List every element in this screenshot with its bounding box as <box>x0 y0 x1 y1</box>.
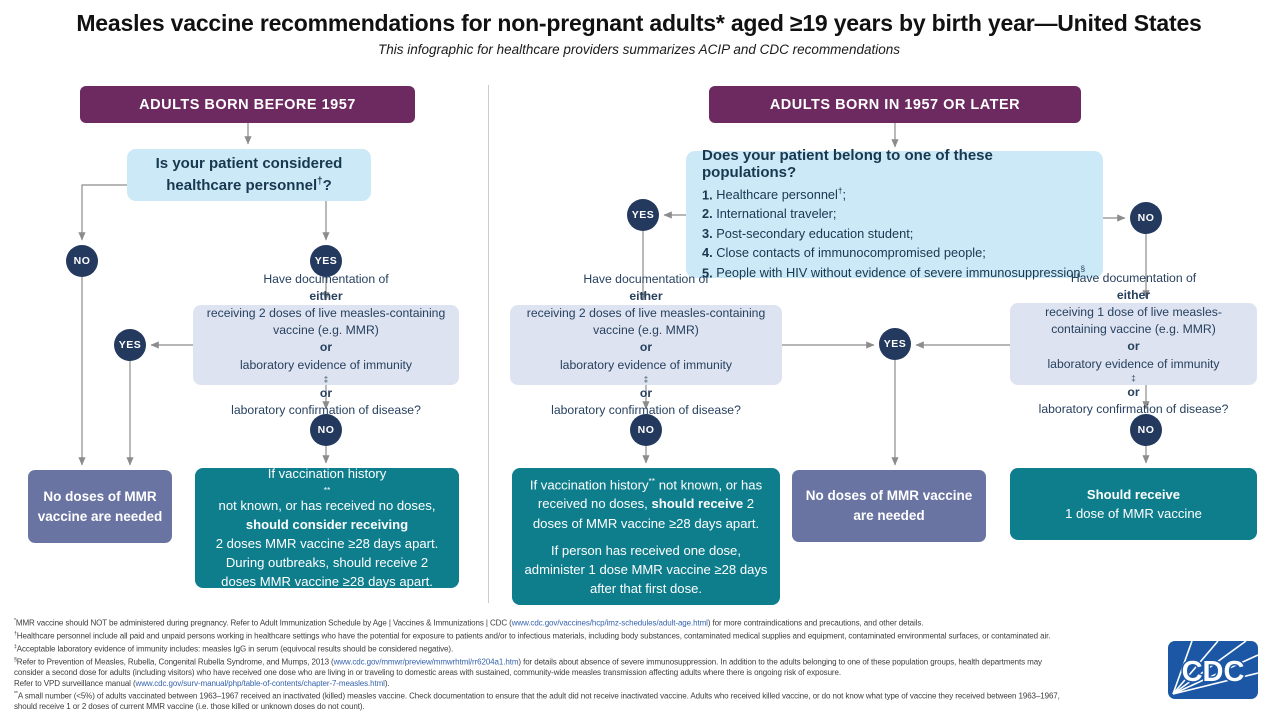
outcome-paragraph: If vaccination history** not known, or h… <box>529 476 763 531</box>
footnote-line: Refer to VPD surveillance manual (www.cd… <box>14 678 390 688</box>
page-title: Measles vaccine recommendations for non-… <box>76 10 1202 36</box>
population-item: 2. International traveler; <box>702 206 837 222</box>
footnote-line: should receive 1 or 2 doses of current M… <box>14 702 365 712</box>
decision-right-1dose: Have documentation of either receiving 1… <box>1010 271 1257 416</box>
question-populations: Does your patient belong to one of these… <box>686 147 1103 280</box>
yes-node-left-question: YES <box>310 245 342 277</box>
question-healthcare-personnel: Is your patient considered healthcare pe… <box>127 149 371 201</box>
header-born-before-1957: ADULTS BORN BEFORE 1957 <box>80 86 415 123</box>
footnote-line: *MMR vaccine should NOT be administered … <box>14 618 924 628</box>
population-item: 1. Healthcare personnel†; <box>702 185 847 202</box>
population-item: 5. People with HIV without evidence of s… <box>702 263 1086 280</box>
yes-node-left-decision: YES <box>114 329 146 361</box>
no-node-left-question: NO <box>66 245 98 277</box>
footnotes: *MMR vaccine should NOT be administered … <box>14 616 1169 713</box>
no-node-populations: NO <box>1130 202 1162 234</box>
no-node-left-decision: NO <box>310 414 342 446</box>
populations-title: Does your patient belong to one of these… <box>702 146 993 181</box>
cdc-logo: CDC <box>1168 640 1259 704</box>
cdc-logo-text: CDC <box>1182 656 1245 688</box>
footnote-link[interactable]: www.cdc.gov/surv-manual/php/table-of-con… <box>135 678 385 688</box>
decision-right-2dose: Have documentation of either receiving 2… <box>510 272 782 417</box>
footnote-line: ‡Acceptable laboratory evidence of immun… <box>14 644 454 654</box>
outcome-should-receive-2-doses: If vaccination history** not known, or h… <box>512 468 780 605</box>
population-item: 3. Post-secondary education student; <box>702 225 914 241</box>
page-subtitle: This infographic for healthcare provider… <box>378 42 900 57</box>
outcome-should-receive-1-dose: Should receive 1 dose of MMR vaccine <box>1010 468 1257 540</box>
no-node-right-1dose: NO <box>1130 414 1162 446</box>
footnote-link[interactable]: www.cdc.gov/mmwr/preview/mmwrhtml/rr6204… <box>333 657 519 667</box>
footnote-link[interactable]: www.cdc.gov/vaccines/hcp/imz-schedules/a… <box>511 618 708 628</box>
no-node-right-2dose: NO <box>630 414 662 446</box>
question-text: Is your patient considered healthcare pe… <box>155 155 343 194</box>
outcome-paragraph: If person has received one dose, adminis… <box>524 542 768 596</box>
decision-left-2dose: Have documentation of either receiving 2… <box>193 272 459 417</box>
outcome-consider-2-doses: If vaccination history ** not known, or h… <box>195 466 459 589</box>
column-divider <box>488 85 489 603</box>
footnote-line: §Refer to Prevention of Measles, Rubella… <box>14 657 1042 667</box>
footnote-line: consider a second dose for adults (inclu… <box>14 668 841 678</box>
footnote-line: †Healthcare personnel include all paid a… <box>14 631 1051 641</box>
yes-node-right-decisions: YES <box>879 328 911 360</box>
header-born-1957-or-later: ADULTS BORN IN 1957 OR LATER <box>709 86 1081 123</box>
yes-node-populations: YES <box>627 199 659 231</box>
population-item: 4. Close contacts of immunocompromised p… <box>702 245 986 261</box>
footnote-line: **A small number (<5%) of adults vaccina… <box>14 691 1060 701</box>
outcome-no-doses-right: No doses of MMR vaccine are needed <box>792 470 986 542</box>
outcome-no-doses-left: No doses of MMR vaccine are needed <box>28 470 172 543</box>
